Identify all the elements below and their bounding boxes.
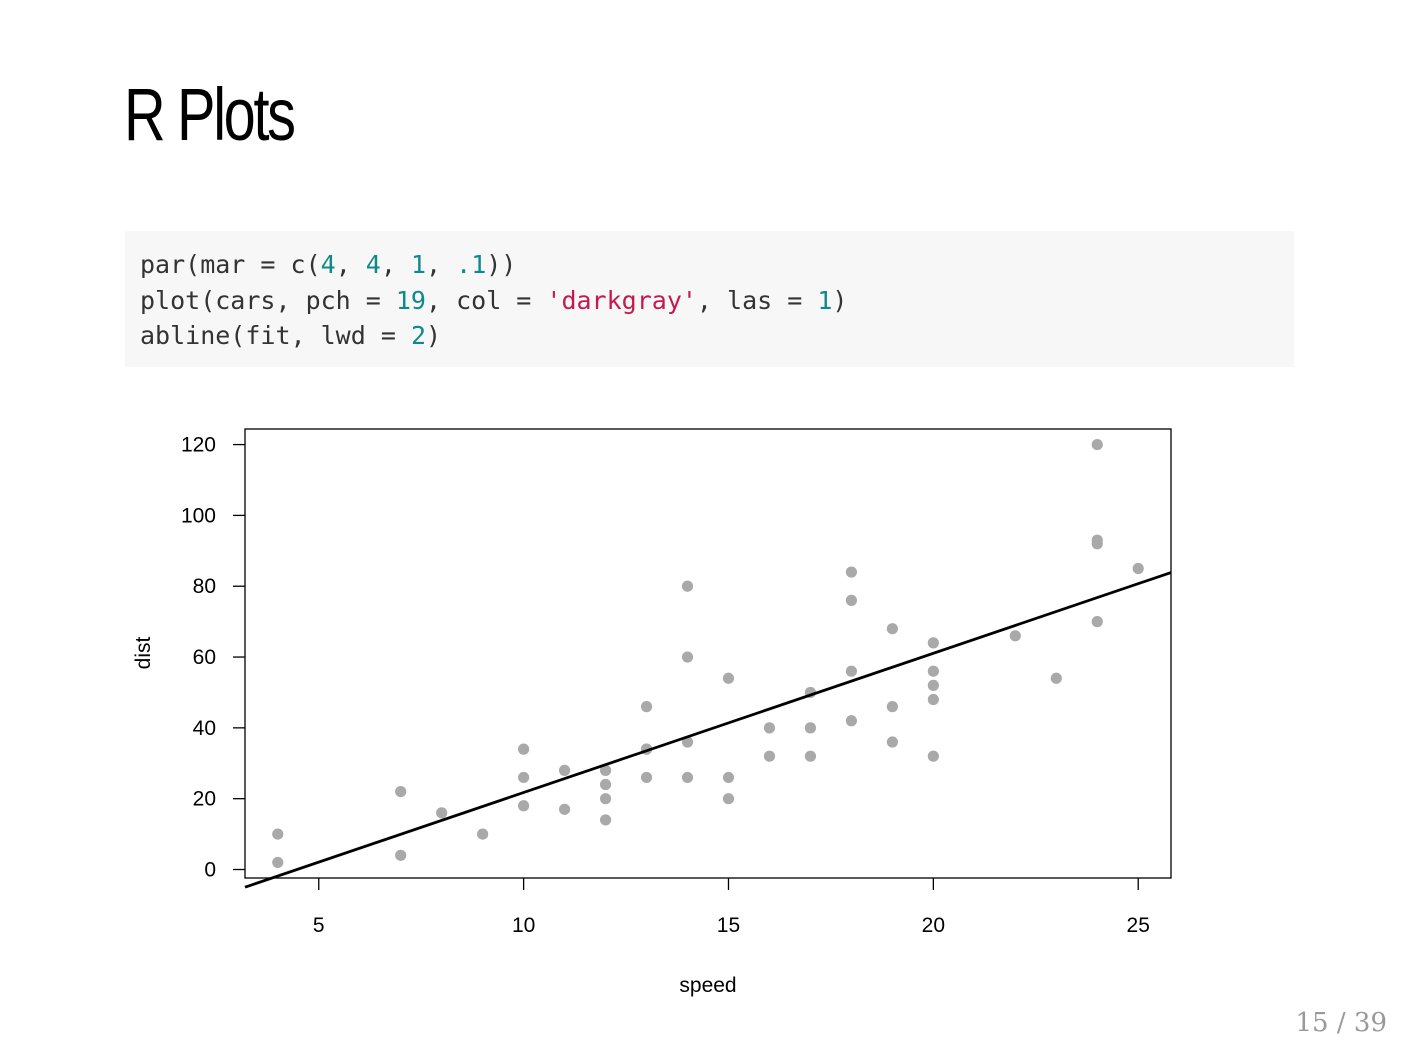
data-point bbox=[804, 722, 817, 734]
data-point bbox=[845, 715, 858, 727]
data-point bbox=[1009, 630, 1021, 642]
page-total: 39 bbox=[1353, 1008, 1387, 1038]
y-tick-label: 20 bbox=[193, 788, 216, 811]
data-points bbox=[272, 438, 1144, 869]
x-tick-label: 15 bbox=[717, 914, 740, 937]
y-tick-label: 120 bbox=[181, 434, 216, 457]
data-point bbox=[681, 651, 694, 663]
code-line-1: par(mar = c(4, 4, 1, .1)) bbox=[140, 247, 1294, 283]
data-point bbox=[640, 771, 653, 784]
data-point bbox=[599, 778, 612, 791]
data-point bbox=[804, 750, 817, 762]
regression-line-group bbox=[244, 571, 1172, 889]
data-point bbox=[518, 771, 530, 784]
data-point bbox=[927, 750, 939, 762]
page-current: 15 bbox=[1295, 1008, 1329, 1038]
data-point bbox=[681, 771, 694, 784]
code-token: 'darkgray' bbox=[546, 285, 697, 315]
code-token: ) bbox=[832, 285, 848, 315]
data-point bbox=[845, 594, 858, 606]
data-point bbox=[927, 637, 939, 649]
data-point bbox=[599, 764, 612, 776]
code-token: plot(cars, pch = bbox=[140, 285, 396, 315]
y-axis: 0 20 40 60 80 100 120 bbox=[181, 434, 245, 882]
code-token: , bbox=[335, 250, 366, 279]
code-token: , bbox=[426, 250, 457, 279]
y-tick-label: 40 bbox=[193, 717, 216, 740]
data-point bbox=[599, 814, 612, 826]
y-tick-label: 80 bbox=[193, 575, 216, 598]
data-point bbox=[845, 665, 858, 677]
code-token: 19 bbox=[395, 285, 426, 315]
code-token: 4 bbox=[320, 250, 336, 279]
code-token: , col = bbox=[425, 285, 547, 315]
data-point bbox=[886, 736, 898, 748]
data-point bbox=[927, 665, 939, 677]
data-point bbox=[558, 803, 571, 815]
data-point bbox=[558, 764, 571, 776]
code-token: , bbox=[380, 250, 411, 279]
data-point bbox=[1091, 616, 1103, 628]
x-tick-label: 10 bbox=[512, 914, 535, 937]
x-axis-label: speed bbox=[679, 974, 736, 997]
data-point bbox=[763, 722, 776, 734]
data-point bbox=[436, 807, 448, 819]
code-token: abline(fit, lwd = bbox=[140, 321, 411, 350]
y-tick-label: 0 bbox=[204, 859, 216, 882]
y-axis-label: dist bbox=[132, 636, 155, 669]
data-point bbox=[1132, 562, 1144, 575]
x-tick-label: 20 bbox=[922, 914, 945, 937]
data-point bbox=[477, 828, 489, 840]
x-tick-label: 5 bbox=[313, 914, 325, 937]
data-point bbox=[518, 800, 530, 812]
page-number: 15 / 39 bbox=[1295, 1008, 1387, 1038]
slide-title: R Plots bbox=[124, 73, 296, 156]
data-point bbox=[927, 693, 939, 706]
data-point bbox=[1050, 672, 1062, 684]
x-axis: 5 10 15 20 25 bbox=[313, 878, 1150, 937]
x-tick-label: 25 bbox=[1127, 914, 1150, 937]
y-tick-label: 60 bbox=[193, 646, 216, 669]
data-point bbox=[845, 566, 858, 578]
code-token: ) bbox=[426, 321, 442, 350]
code-line-3: abline(fit, lwd = 2) bbox=[140, 318, 1294, 354]
data-point bbox=[395, 785, 407, 798]
data-point bbox=[1091, 534, 1103, 546]
code-token: .1 bbox=[456, 250, 487, 279]
data-point bbox=[886, 623, 898, 635]
code-token: 1 bbox=[410, 250, 427, 279]
plot-frame bbox=[244, 428, 1172, 879]
code-line-2: plot(cars, pch = 19, col = 'darkgray', l… bbox=[140, 283, 1294, 319]
data-point bbox=[722, 672, 735, 684]
data-point bbox=[518, 743, 530, 755]
data-point bbox=[1091, 438, 1103, 451]
code-token: , las = bbox=[696, 285, 818, 315]
data-point bbox=[722, 793, 735, 805]
data-point bbox=[599, 793, 612, 805]
y-tick-label: 100 bbox=[181, 504, 216, 527]
data-point bbox=[640, 701, 653, 713]
data-point bbox=[886, 701, 898, 713]
code-token: )) bbox=[486, 250, 517, 279]
data-point bbox=[681, 580, 694, 592]
data-point bbox=[272, 856, 284, 869]
data-point bbox=[763, 750, 776, 762]
data-point bbox=[722, 771, 735, 784]
code-token: par(mar = c( bbox=[140, 250, 321, 279]
code-token: 4 bbox=[365, 250, 381, 279]
data-point bbox=[395, 849, 407, 861]
code-block: par(mar = c(4, 4, 1, .1)) plot(cars, pch … bbox=[125, 231, 1294, 367]
data-point bbox=[927, 679, 939, 691]
data-point bbox=[272, 828, 284, 840]
code-token: 1 bbox=[817, 285, 833, 315]
regression-line bbox=[244, 571, 1172, 889]
code-token: 2 bbox=[410, 321, 426, 350]
